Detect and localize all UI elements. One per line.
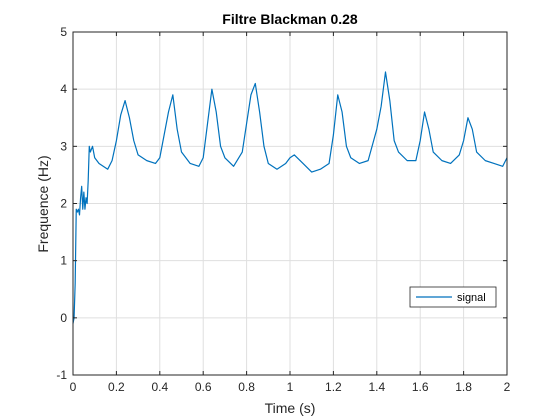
legend: signal [409,286,497,308]
y-tick-label: 0 [60,311,67,325]
x-tick-label: 1.8 [455,380,472,394]
x-tick-label: 0 [70,380,77,394]
legend-label-signal: signal [457,292,486,304]
x-tick-label: 1 [287,380,294,394]
x-tick-label: 0.4 [151,380,168,394]
x-tick-label: 1.4 [368,380,385,394]
x-tick-label: 1.2 [325,380,342,394]
x-tick-label: 1.6 [412,380,429,394]
x-axis-label: Time (s) [265,400,316,416]
x-tick-label: 0.2 [108,380,125,394]
x-tick-label: 2 [504,380,511,394]
y-tick-label: 4 [60,82,67,96]
legend-box [409,286,497,308]
series-line-signal [72,71,508,324]
x-tick-label: 0.8 [238,380,255,394]
y-axis-label: Frequence (Hz) [35,155,51,252]
y-tick-label: 3 [60,139,67,153]
y-tick-label: 5 [60,25,67,39]
series-layer [72,71,508,324]
x-tick-label: 0.6 [195,380,212,394]
chart-title: Filtre Blackman 0.28 [222,11,358,27]
y-tick-label: 1 [60,254,67,268]
y-tick-label: -1 [56,368,67,382]
y-tick-label: 2 [60,197,67,211]
